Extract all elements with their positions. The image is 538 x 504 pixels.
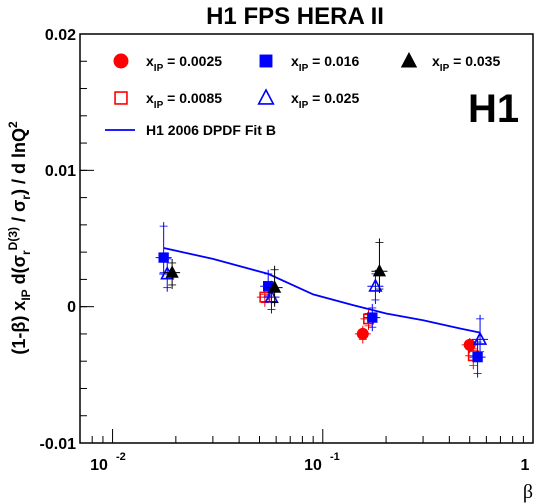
data-point [367, 312, 378, 323]
x-tick-exp: -1 [330, 451, 340, 463]
legend-label: xIP = 0.035 [432, 53, 500, 74]
y-label-part: / σ [9, 200, 29, 227]
legend-marker [400, 51, 418, 68]
x-tick-label: 10 -1 [304, 451, 340, 474]
data-point [472, 351, 483, 363]
legend-entry: xIP = 0.016 [259, 53, 359, 74]
x-tick-label: 10 -2 [90, 451, 126, 474]
y-label-sub: r [19, 195, 33, 200]
y-label-sub: r [19, 250, 33, 255]
legend-label: xIP = 0.016 [291, 53, 359, 74]
y-label-sub: IP [19, 289, 33, 300]
y-tick-label: 0.01 [45, 163, 76, 180]
legend-label: xIP = 0.0025 [146, 53, 222, 74]
data-point [268, 280, 282, 293]
legend-marker [114, 91, 128, 105]
data-point [356, 327, 369, 340]
x-tick-label: 1 [521, 457, 530, 474]
y-label-part: (1-β) x [9, 301, 29, 355]
x-tick-exp: -2 [116, 451, 126, 463]
data-point [165, 265, 179, 278]
legend-marker [113, 53, 129, 69]
data-point [472, 331, 488, 345]
axes [79, 33, 534, 444]
x-axis-label: β [523, 481, 533, 503]
legend-marker [259, 54, 273, 68]
legend-entry: H1 2006 DPDF Fit B [105, 122, 276, 138]
x-tick-base: 10 [304, 457, 322, 474]
y-axis-label: (1-β) xIP d(σrD(3) / σr) / d lnQ2 [6, 121, 33, 355]
chart-title: H1 FPS HERA II [206, 3, 384, 30]
y-tick-label: 0 [67, 299, 76, 316]
data-point [372, 263, 387, 277]
legend-marker [257, 88, 275, 105]
y-label-part: d(σ [9, 255, 29, 289]
fit-curve-group [163, 247, 481, 334]
legend-label: xIP = 0.025 [291, 90, 359, 111]
plot-frame [79, 33, 534, 444]
data-point [368, 278, 383, 292]
h1-logo: H1 [468, 87, 519, 131]
y-tick-label: -0.01 [40, 436, 77, 453]
legend-entry: xIP = 0.0085 [114, 90, 222, 111]
legend-label: xIP = 0.0085 [146, 90, 222, 111]
y-tick-label: 0.02 [45, 27, 76, 44]
y-label-sup: D(3) [6, 227, 20, 250]
x-tick-base: 10 [90, 457, 108, 474]
legend-entry: xIP = 0.025 [257, 88, 359, 111]
data-point [158, 252, 169, 263]
fit-curve-line [163, 247, 481, 334]
legend-label: H1 2006 DPDF Fit B [146, 122, 276, 138]
data-points-group [155, 222, 489, 378]
legend: xIP = 0.0025 xIP = 0.016 xIP = 0.035 xIP = … [105, 51, 500, 138]
legend-entry: xIP = 0.035 [400, 51, 500, 74]
y-label-part: ) / d lnQ [9, 128, 29, 195]
x-tick-base: 1 [521, 457, 530, 474]
legend-entry: xIP = 0.0025 [113, 53, 222, 74]
y-label-sup: 2 [6, 121, 20, 128]
